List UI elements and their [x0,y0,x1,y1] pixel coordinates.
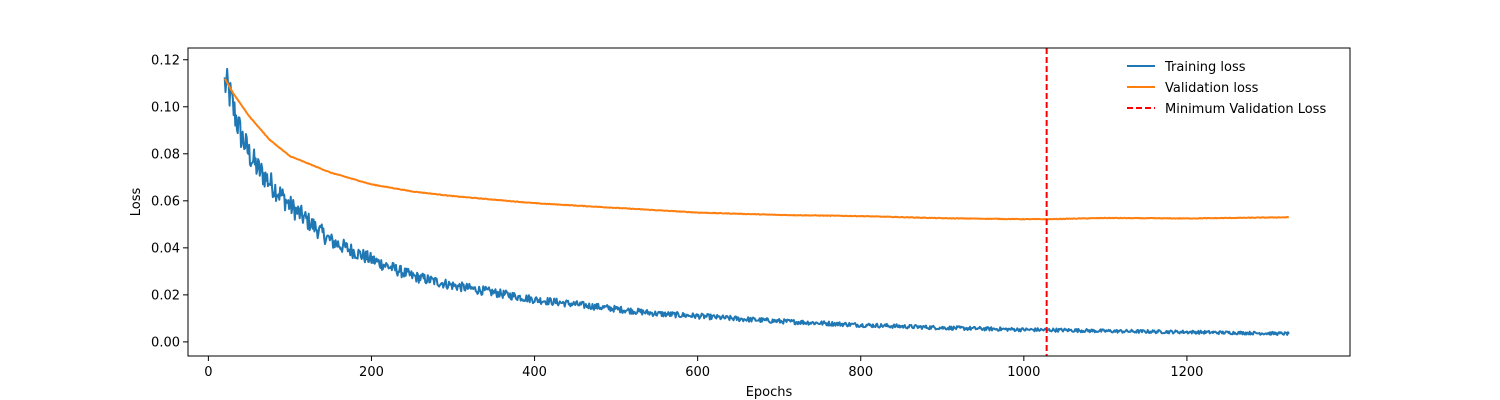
series-line-0 [223,67,1290,336]
y-axis-label: Loss [129,188,144,217]
legend: Training loss Validation loss Minimum Va… [1127,60,1326,117]
y-tick-label: 0.12 [151,53,180,68]
x-tick-label: 400 [522,365,547,380]
x-axis-label: Epochs [746,385,793,400]
y-tick-label: 0.08 [151,147,180,162]
x-tick-label: 1000 [1007,365,1040,380]
plot-area [223,48,1290,356]
x-tick-label: 0 [204,365,212,380]
y-tick-label: 0.04 [151,241,180,256]
y-tick-label: 0.10 [151,100,180,115]
legend-label-training: Training loss [1164,60,1246,75]
x-tick-label: 600 [685,365,710,380]
legend-label-validation: Validation loss [1165,81,1259,96]
y-tick-label: 0.00 [151,335,180,350]
x-tick-label: 800 [848,365,873,380]
x-tick-label: 200 [359,365,384,380]
y-tick-label: 0.06 [151,194,180,209]
plot-frame [187,47,1351,357]
y-tick-label: 0.02 [151,288,180,303]
legend-label-min-val: Minimum Validation Loss [1165,102,1326,117]
x-tick-label: 1200 [1170,365,1203,380]
axis-ticks: 0 200 400 600 800 1000 1200 0.00 0.02 0.04 0.06 0.0… [151,53,1203,380]
series-line-1 [223,78,1290,221]
